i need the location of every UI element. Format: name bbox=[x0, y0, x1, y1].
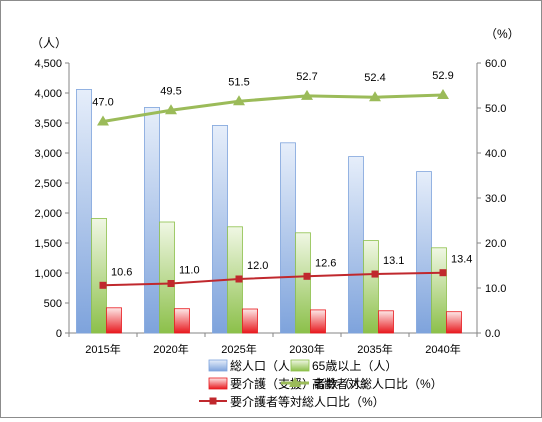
bar-care-recipients bbox=[242, 308, 258, 334]
legend-marker bbox=[289, 377, 301, 387]
data-label-elderly-ratio: 52.4 bbox=[364, 72, 385, 84]
right-tick-label: 60.0 bbox=[485, 58, 506, 70]
left-tick-label: 3,000 bbox=[34, 148, 62, 160]
left-tick-label: 500 bbox=[44, 298, 62, 310]
marker-elderly-ratio bbox=[437, 88, 449, 99]
legend-swatch bbox=[290, 359, 310, 372]
data-labels-group: 47.0 49.5 51.5 52.7 52.4 52.9 10.6 11.0 12.0 12.6… bbox=[92, 70, 472, 278]
bar-care-recipients bbox=[446, 311, 462, 334]
left-axis-unit: （人） bbox=[31, 36, 67, 50]
right-tick-label: 20.0 bbox=[485, 238, 506, 250]
left-tick-label: 1,500 bbox=[34, 238, 62, 250]
left-tick-label: 4,000 bbox=[34, 88, 62, 100]
legend-swatch bbox=[208, 359, 228, 372]
left-tick-label: 2,000 bbox=[34, 208, 62, 220]
legend-label: 65歳以上（人） bbox=[312, 359, 397, 373]
data-label-care-ratio: 11.0 bbox=[179, 265, 200, 277]
data-label-elderly-ratio: 51.5 bbox=[228, 76, 249, 88]
marker-elderly-ratio bbox=[97, 115, 109, 126]
bar-age65-plus bbox=[91, 217, 107, 334]
bar-age65-plus bbox=[431, 247, 447, 334]
legend: 総人口（人）65歳以上（人）要介護（支援）者数（人）高齢者対総人口比（%）要介護… bbox=[199, 359, 443, 409]
bar-total-population bbox=[144, 107, 160, 334]
marker-elderly-ratio bbox=[165, 104, 177, 115]
bar-care-recipients bbox=[378, 310, 394, 334]
left-tick-label: 3,500 bbox=[34, 118, 62, 130]
right-tick-label: 40.0 bbox=[485, 148, 506, 160]
bar-age65-plus bbox=[363, 240, 379, 334]
bar-total-population bbox=[76, 89, 92, 334]
legend-label: 総人口（人） bbox=[230, 359, 302, 373]
legend-marker bbox=[209, 397, 217, 405]
bar-care-recipients bbox=[310, 309, 326, 334]
data-label-elderly-ratio: 47.0 bbox=[92, 97, 113, 109]
bar-total-population bbox=[280, 142, 296, 334]
data-label-care-ratio: 12.6 bbox=[315, 257, 336, 269]
data-label-care-ratio: 13.1 bbox=[383, 255, 404, 267]
marker-care-ratio bbox=[167, 280, 175, 287]
x-tick-label: 2025年 bbox=[221, 342, 256, 356]
line-elderly-ratio bbox=[102, 93, 444, 123]
left-tick-label: 4,500 bbox=[34, 58, 62, 70]
right-tick-label: 0.0 bbox=[485, 328, 500, 340]
data-label-elderly-ratio: 49.5 bbox=[160, 85, 181, 97]
x-tick-label: 2030年 bbox=[289, 342, 324, 356]
bar-care-recipients bbox=[174, 308, 190, 334]
marker-elderly-ratio bbox=[369, 91, 381, 102]
marker-care-ratio bbox=[371, 270, 379, 278]
bar-age65-plus bbox=[295, 232, 311, 334]
right-axis-unit: （%） bbox=[485, 27, 520, 41]
bar-age65-plus bbox=[159, 221, 175, 334]
data-label-elderly-ratio: 52.9 bbox=[432, 70, 453, 82]
bars-group bbox=[76, 89, 462, 334]
marker-care-ratio bbox=[303, 272, 311, 280]
left-tick-label: 2,500 bbox=[34, 178, 62, 190]
bar-care-recipients bbox=[106, 307, 122, 334]
marker-care-ratio bbox=[99, 281, 107, 289]
data-label-elderly-ratio: 52.7 bbox=[296, 71, 317, 83]
data-label-care-ratio: 12.0 bbox=[247, 260, 268, 272]
line-care-ratio bbox=[102, 271, 444, 287]
legend-label: 高齢者対総人口比（%） bbox=[312, 376, 443, 391]
legend-swatch bbox=[208, 377, 228, 390]
x-tick-label: 2040年 bbox=[425, 342, 460, 356]
left-tick-label: 1,000 bbox=[34, 268, 62, 280]
right-tick-label: 10.0 bbox=[485, 283, 506, 295]
lines-group bbox=[97, 88, 449, 289]
bar-total-population bbox=[416, 171, 432, 334]
right-tick-label: 50.0 bbox=[485, 103, 506, 115]
axes-group: 0 500 1,000 1,500 2,000 2,500 3,000 3,500 4,000 4… bbox=[34, 58, 506, 356]
x-tick-label: 2020年 bbox=[153, 342, 188, 356]
x-tick-label: 2035年 bbox=[357, 342, 392, 356]
bar-total-population bbox=[348, 156, 364, 334]
marker-care-ratio bbox=[439, 269, 447, 277]
right-tick-label: 30.0 bbox=[485, 193, 506, 205]
legend-label: 要介護者等対総人口比（%） bbox=[230, 394, 385, 409]
x-tick-label: 2015年 bbox=[85, 342, 120, 356]
bar-total-population bbox=[212, 125, 228, 334]
marker-elderly-ratio bbox=[233, 95, 245, 106]
left-tick-label: 0 bbox=[56, 328, 62, 340]
data-label-care-ratio: 10.6 bbox=[111, 266, 132, 278]
marker-elderly-ratio bbox=[301, 89, 313, 100]
marker-care-ratio bbox=[235, 275, 243, 283]
data-label-care-ratio: 13.4 bbox=[451, 254, 472, 266]
